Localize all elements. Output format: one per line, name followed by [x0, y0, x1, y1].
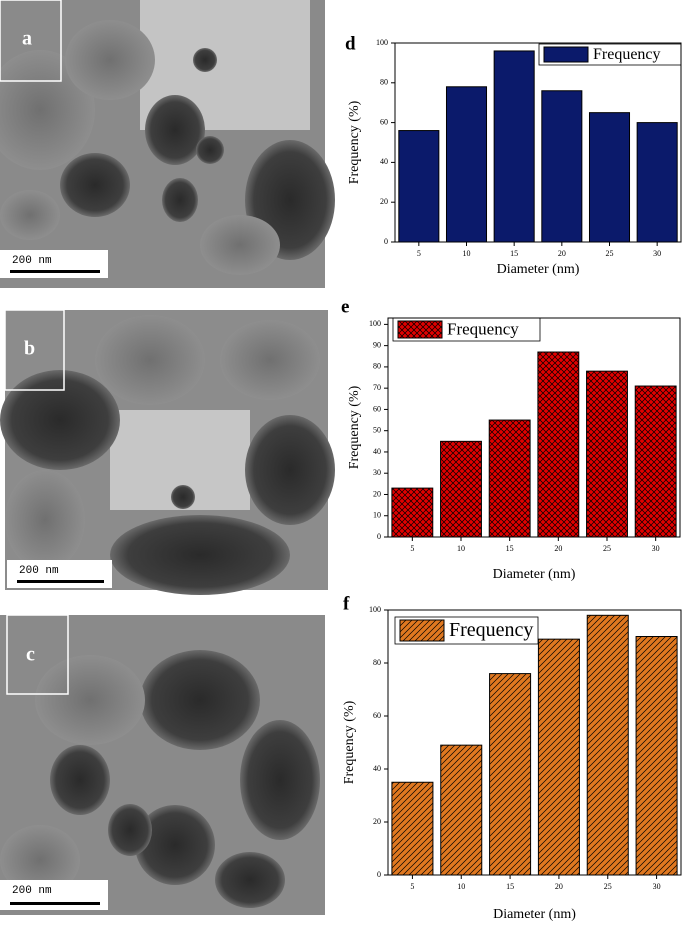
x-tick-label: 25	[604, 882, 612, 891]
panel-label: e	[341, 296, 349, 317]
tem-image	[0, 614, 325, 915]
x-tick-label: 10	[457, 882, 465, 891]
bar	[537, 638, 580, 876]
y-tick-label: 0	[384, 237, 388, 246]
chart: f 0 20 40 60 80 100 Frequency 5 10 15 20 25 30 Diamete…	[342, 593, 682, 922]
y-tick-label: 60	[373, 711, 381, 720]
legend-swatch	[397, 320, 443, 339]
x-tick-label: 30	[652, 544, 660, 553]
x-tick-label: 30	[653, 882, 661, 891]
y-axis-label: Frequency (%)	[347, 100, 362, 184]
scale-bar	[10, 270, 100, 273]
panel-label: a	[22, 28, 32, 50]
x-tick-label: 5	[417, 249, 421, 258]
bar	[391, 487, 434, 538]
x-axis-label: Diameter (nm)	[493, 567, 576, 582]
x-tick-label: 25	[606, 249, 614, 258]
bar	[636, 122, 678, 243]
legend-swatch	[543, 46, 589, 63]
y-tick-label: 80	[373, 658, 381, 667]
scale-bar	[17, 580, 104, 583]
y-axis-label: Frequency (%)	[342, 700, 357, 784]
x-tick-label: 10	[457, 544, 465, 553]
legend-swatch	[399, 619, 445, 642]
y-tick-label: 80	[373, 362, 381, 371]
bar	[440, 440, 482, 538]
x-tick-label: 15	[506, 544, 514, 553]
y-axis-label: Frequency (%)	[347, 385, 362, 469]
y-tick-label: 20	[373, 489, 381, 498]
legend-label: Frequency	[449, 619, 533, 641]
y-tick-label: 100	[376, 38, 388, 47]
panel-label: b	[24, 338, 35, 360]
x-tick-label: 30	[653, 249, 661, 258]
tem-image	[0, 0, 335, 288]
scale-bar-box	[0, 250, 108, 278]
y-tick-label: 60	[373, 404, 381, 413]
panel-label: c	[26, 644, 35, 666]
scale-bar	[10, 902, 100, 905]
x-tick-label: 20	[558, 249, 566, 258]
bar	[489, 673, 532, 876]
bar	[541, 90, 583, 243]
legend-label: Frequency	[447, 319, 519, 338]
chart: d 0 20 40 60 80 100 Frequency 5 10 15 20 25 30 Diamete…	[345, 33, 682, 277]
y-tick-label: 80	[380, 78, 388, 87]
bar	[586, 370, 628, 538]
bar	[493, 50, 535, 243]
panel-label: d	[345, 33, 356, 54]
y-tick-label: 50	[373, 426, 381, 435]
x-tick-label: 15	[510, 249, 518, 258]
y-tick-label: 0	[377, 870, 381, 879]
plot-frame	[387, 609, 682, 876]
bar	[391, 781, 434, 876]
plot-frame	[387, 317, 681, 538]
y-tick-label: 60	[380, 117, 388, 126]
y-tick-label: 70	[373, 383, 381, 392]
bar	[634, 385, 677, 538]
bar	[398, 130, 440, 243]
y-tick-label: 90	[373, 340, 381, 349]
tem-image	[0, 309, 335, 595]
plot-frame	[394, 42, 682, 243]
bar	[586, 614, 629, 876]
y-tick-label: 30	[373, 468, 381, 477]
y-tick-label: 0	[377, 532, 381, 541]
scale-bar-text: 200 nm	[19, 565, 59, 577]
bar	[537, 351, 580, 538]
x-axis-label: Diameter (nm)	[497, 262, 580, 277]
y-tick-label: 40	[373, 764, 381, 773]
bar	[445, 86, 488, 243]
panel-label: f	[343, 593, 350, 614]
x-tick-label: 20	[555, 882, 563, 891]
bar	[635, 636, 678, 876]
y-tick-label: 20	[380, 197, 388, 206]
x-tick-label: 25	[603, 544, 611, 553]
x-tick-label: 5	[410, 882, 414, 891]
x-axis-label: Diameter (nm)	[493, 907, 576, 922]
chart: e 0 10 20 30 40 50 60 70 80 90 100 Frequency 5 10 15 20 2…	[341, 296, 681, 582]
x-tick-label: 15	[506, 882, 514, 891]
y-tick-label: 40	[373, 447, 381, 456]
y-tick-label: 40	[380, 157, 388, 166]
y-tick-label: 20	[373, 817, 381, 826]
y-tick-label: 100	[369, 319, 381, 328]
legend-label: Frequency	[593, 46, 661, 63]
x-tick-label: 20	[554, 544, 562, 553]
scale-bar-text: 200 nm	[12, 255, 52, 267]
x-tick-label: 10	[463, 249, 471, 258]
y-tick-label: 10	[373, 511, 381, 520]
bar	[488, 419, 531, 538]
bar	[588, 112, 631, 243]
x-tick-label: 5	[410, 544, 414, 553]
scale-bar-text: 200 nm	[12, 885, 52, 897]
scale-bar-box	[7, 560, 112, 588]
bar	[440, 744, 483, 876]
y-tick-label: 100	[369, 605, 381, 614]
